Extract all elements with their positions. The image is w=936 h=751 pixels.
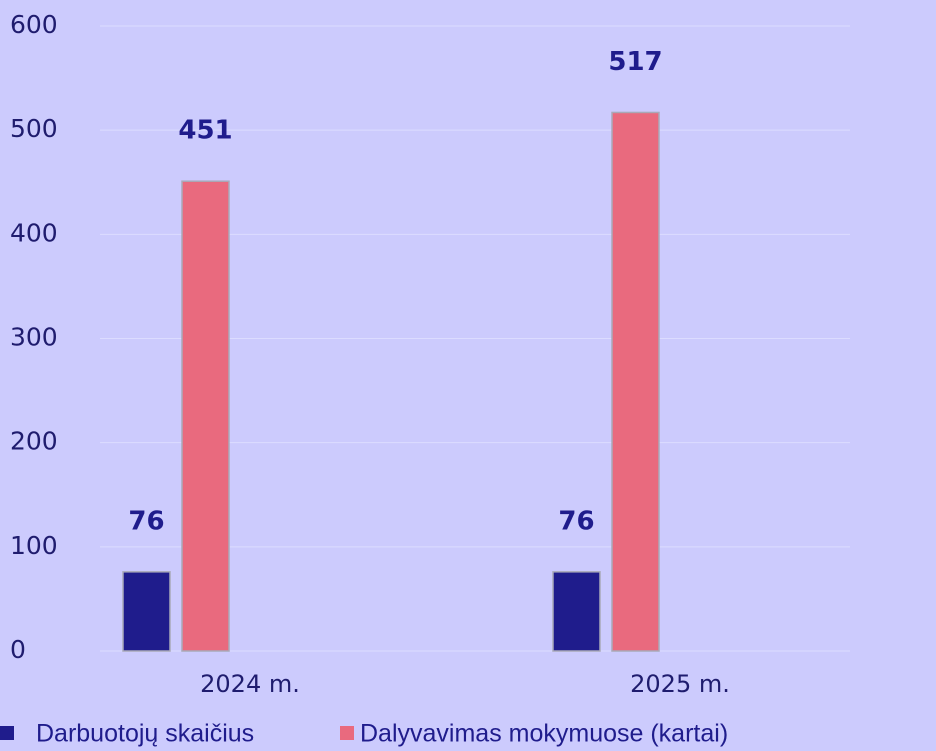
y-tick-label: 600 — [10, 10, 58, 39]
bar — [552, 571, 601, 652]
legend-label: Dalyvavimas mokymuose (kartai) — [360, 720, 728, 748]
x-tick-label: 2025 m. — [630, 670, 730, 698]
x-tick-label: 2024 m. — [200, 670, 300, 698]
bar — [122, 571, 171, 652]
y-tick-label: 500 — [10, 114, 58, 143]
y-tick-label: 300 — [10, 323, 58, 352]
legend-label: Darbuotojų skaičius — [36, 720, 254, 748]
y-tick-label: 0 — [10, 635, 26, 664]
y-tick-label: 400 — [10, 218, 58, 247]
y-tick-label: 100 — [10, 531, 58, 560]
data-label: 451 — [178, 116, 232, 146]
data-label: 76 — [128, 506, 164, 536]
y-tick-label: 200 — [10, 427, 58, 456]
data-label: 517 — [608, 47, 662, 77]
legend-swatch — [0, 726, 14, 740]
bar — [181, 180, 230, 652]
data-label: 76 — [558, 506, 594, 536]
legend-swatch — [340, 726, 354, 740]
bar — [611, 111, 660, 652]
